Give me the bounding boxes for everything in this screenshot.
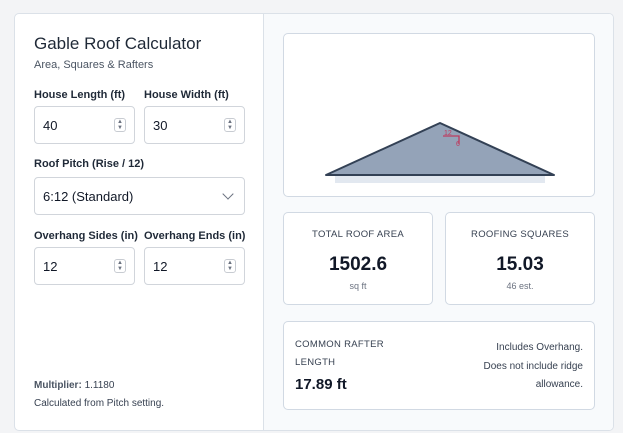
total-area-card: TOTAL ROOF AREA 1502.6 sq ft bbox=[283, 212, 433, 305]
squares-estimate: 46 est. bbox=[506, 281, 534, 291]
page-subtitle: Area, Squares & Rafters bbox=[34, 59, 154, 71]
house-length-value: 40 bbox=[43, 118, 58, 133]
overhang-sides-value: 12 bbox=[43, 259, 58, 274]
roofing-squares-card: ROOFING SQUARES 15.03 46 est. bbox=[445, 212, 595, 305]
rafter-value: 17.89 ft bbox=[295, 376, 347, 393]
total-area-label: TOTAL ROOF AREA bbox=[312, 229, 404, 240]
total-area-unit: sq ft bbox=[349, 281, 367, 291]
squares-value: 15.03 bbox=[496, 254, 544, 275]
roof-diagram: 12 6 bbox=[283, 33, 595, 197]
overhang-ends-value: 12 bbox=[153, 259, 168, 274]
spinner-icon[interactable]: ▲ ▼ bbox=[114, 118, 126, 132]
house-width-value: 30 bbox=[153, 118, 168, 133]
roof-pitch-label: Roof Pitch (Rise / 12) bbox=[34, 158, 145, 170]
roof-base-shadow bbox=[335, 175, 545, 183]
rafter-label-line1: COMMON RAFTER bbox=[295, 339, 384, 350]
rafter-label-line2: LENGTH bbox=[295, 357, 336, 368]
multiplier-value: 1.1180 bbox=[84, 380, 115, 391]
pitch-rise-label: 6 bbox=[456, 141, 460, 148]
roof-diagram-svg: 12 6 bbox=[325, 122, 555, 183]
house-width-input[interactable]: 30 ▲ ▼ bbox=[144, 106, 245, 144]
pitch-run-label: 12 bbox=[444, 130, 452, 137]
total-area-value: 1502.6 bbox=[328, 254, 388, 275]
spinner-icon[interactable]: ▲ ▼ bbox=[224, 118, 236, 132]
roof-pitch-value: 6:12 (Standard) bbox=[43, 189, 134, 204]
house-length-label: House Length (ft) bbox=[34, 89, 126, 101]
multiplier-note: Calculated from Pitch setting. bbox=[34, 398, 165, 409]
results-panel: 12 6 TOTAL ROOF AREA 1502.6 sq ft ROOFIN… bbox=[264, 14, 613, 430]
rafter-label: COMMON RAFTER LENGTH bbox=[295, 336, 384, 372]
multiplier-label: Multiplier: bbox=[34, 380, 82, 391]
spinner-icon[interactable]: ▲ ▼ bbox=[224, 259, 236, 273]
overhang-sides-label: Overhang Sides (in) bbox=[34, 230, 138, 242]
overhang-sides-input[interactable]: 12 ▲ ▼ bbox=[34, 247, 135, 285]
squares-label: ROOFING SQUARES bbox=[471, 229, 569, 240]
multiplier: Multiplier: 1.1180 bbox=[34, 380, 114, 391]
page-title: Gable Roof Calculator bbox=[34, 34, 202, 53]
rafter-length-card: COMMON RAFTER LENGTH 17.89 ft Includes Ov… bbox=[283, 321, 595, 410]
house-length-input[interactable]: 40 ▲ ▼ bbox=[34, 106, 135, 144]
input-panel: Gable Roof Calculator Area, Squares & Ra… bbox=[15, 14, 264, 430]
rafter-note-line1: Includes Overhang. bbox=[496, 342, 583, 353]
spinner-icon[interactable]: ▲ ▼ bbox=[114, 259, 126, 273]
house-width-label: House Width (ft) bbox=[144, 89, 229, 101]
rafter-note: Includes Overhang. Does not include ridge… bbox=[483, 339, 583, 395]
roof-triangle bbox=[325, 122, 555, 176]
rafter-note-line2: Does not include ridge bbox=[483, 360, 583, 372]
calculator-card: Gable Roof Calculator Area, Squares & Ra… bbox=[14, 13, 614, 431]
roof-pitch-select[interactable]: 6:12 (Standard) bbox=[34, 177, 245, 215]
pitch-indicator bbox=[443, 135, 460, 144]
overhang-ends-input[interactable]: 12 ▲ ▼ bbox=[144, 247, 245, 285]
chevron-down-icon bbox=[222, 188, 234, 200]
overhang-ends-label: Overhang Ends (in) bbox=[144, 230, 246, 242]
rafter-note-line3: allowance. bbox=[535, 379, 583, 390]
